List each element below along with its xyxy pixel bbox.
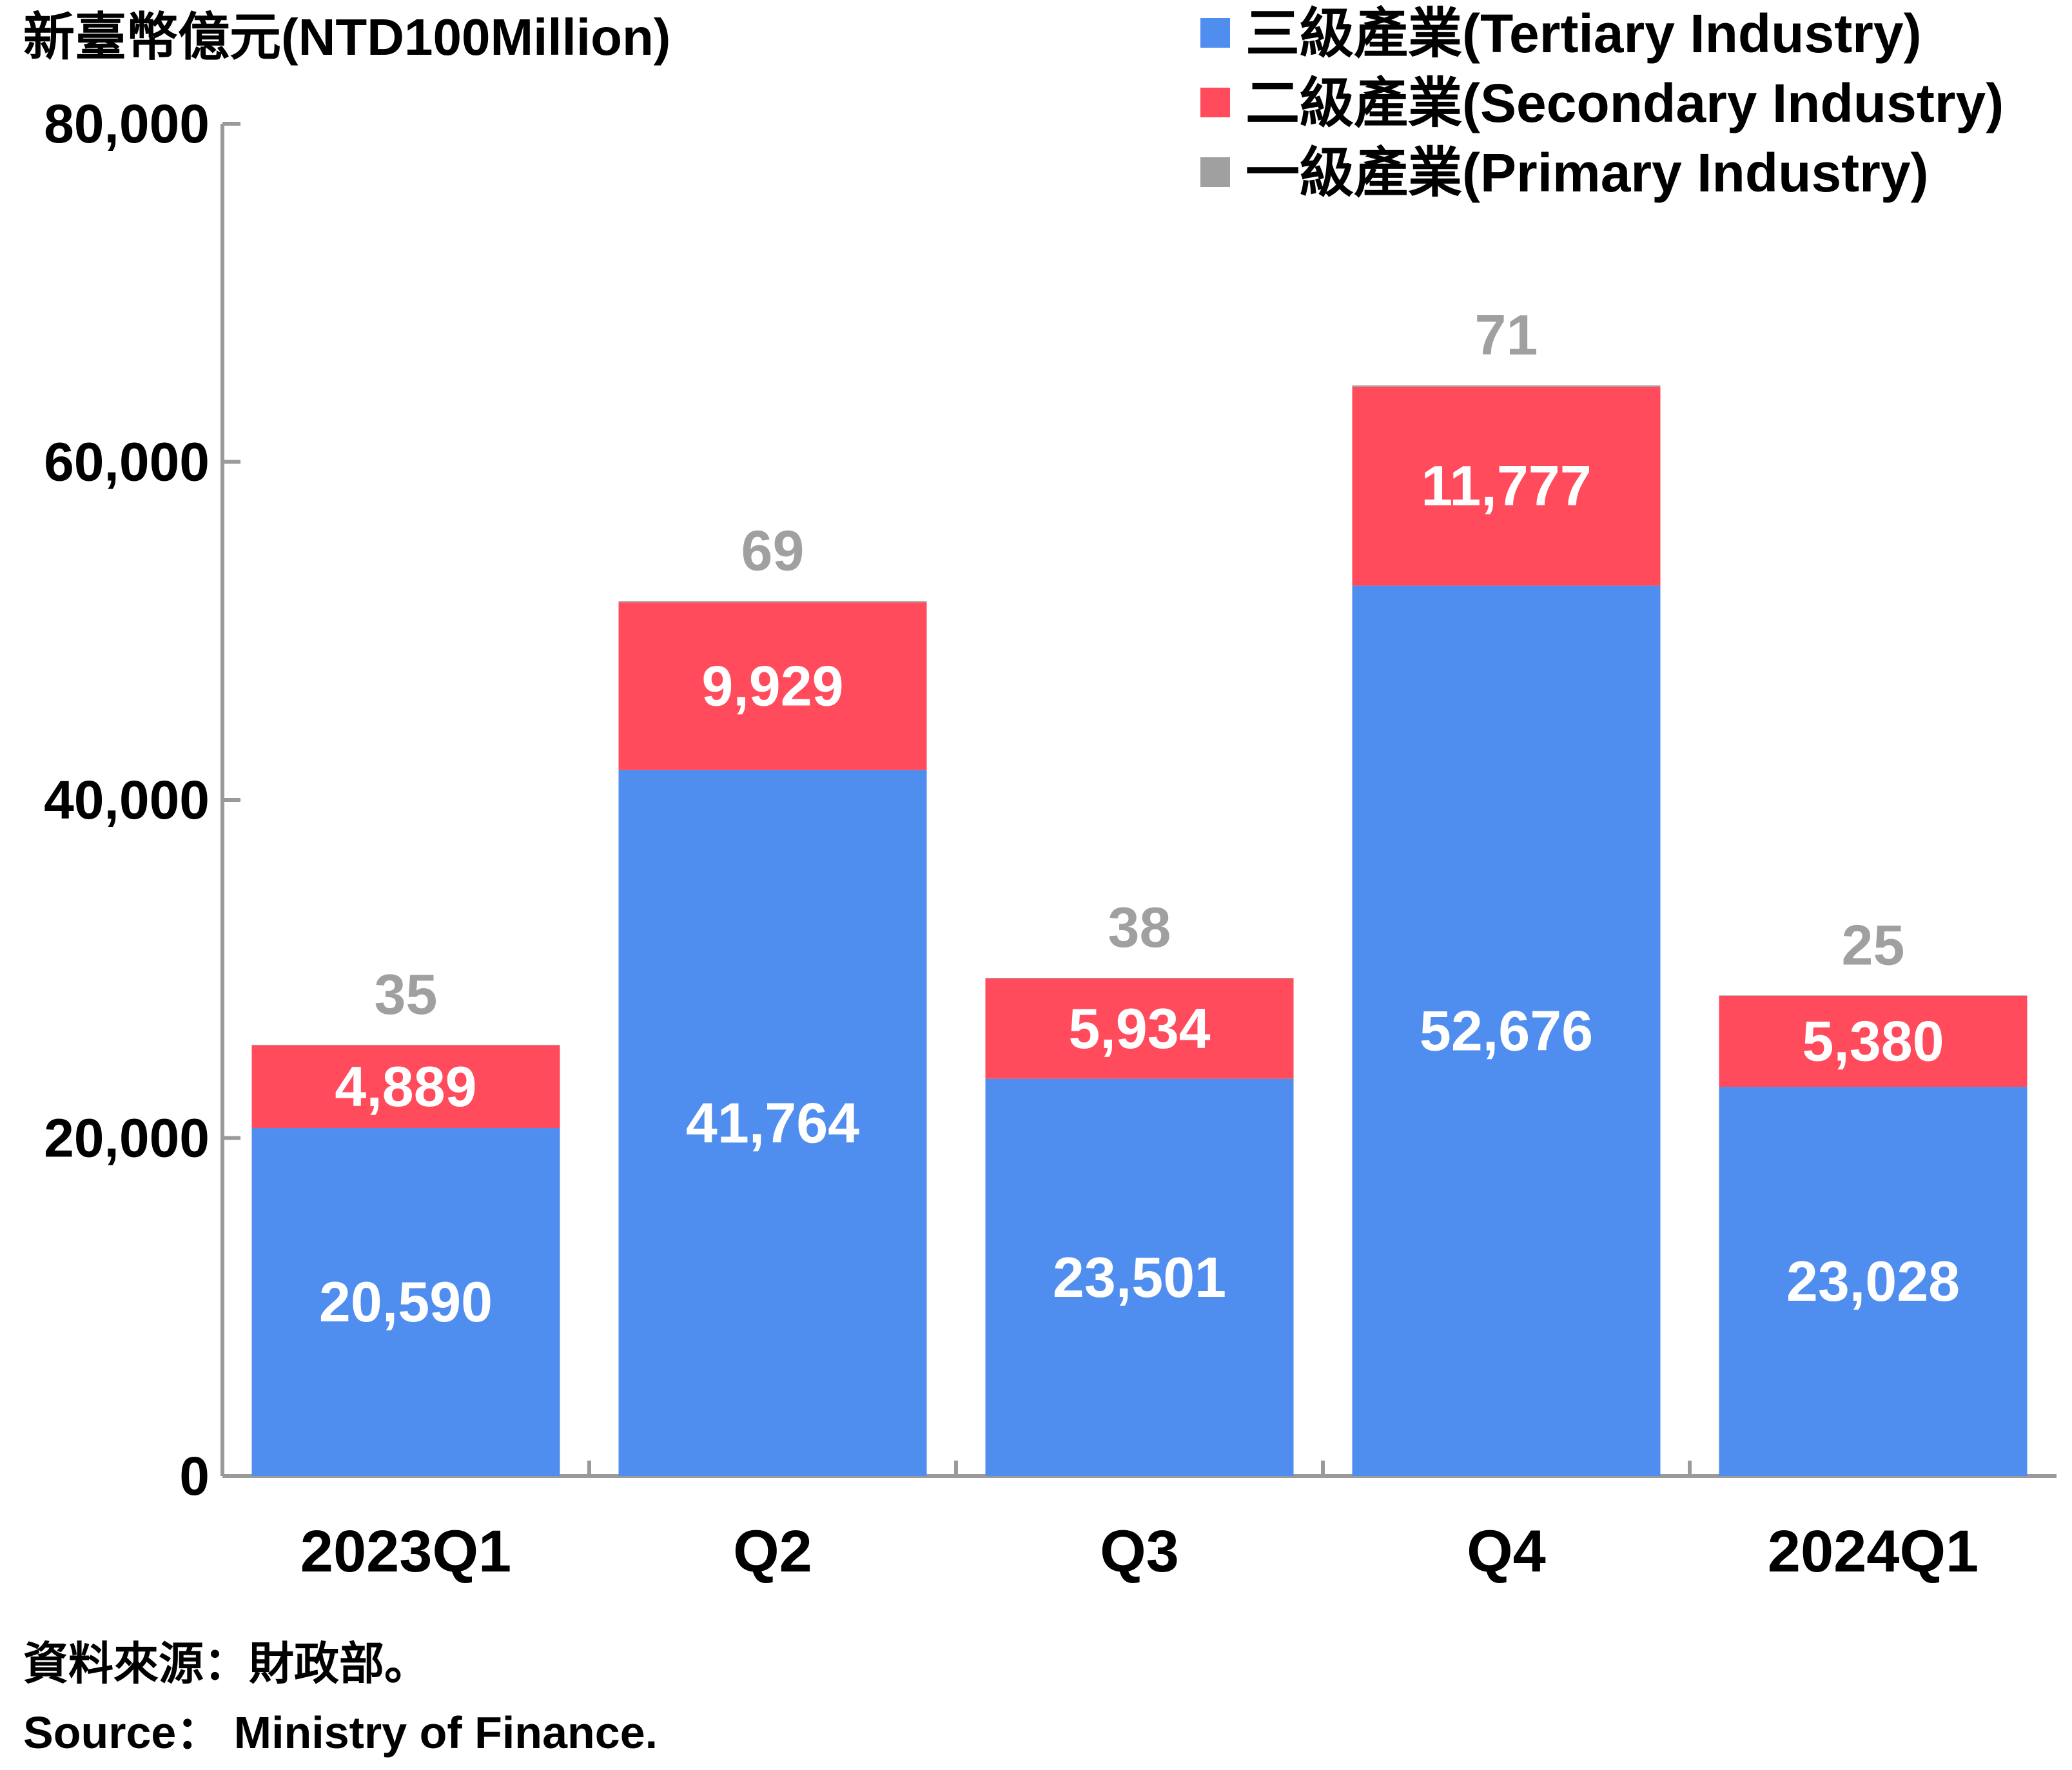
legend-swatch <box>1200 157 1230 187</box>
x-category-label: Q3 <box>1100 1519 1179 1584</box>
y-tick-label: 80,000 <box>44 93 210 154</box>
x-category-label: 2023Q1 <box>300 1519 511 1584</box>
bar-tertiary <box>985 1078 1294 1476</box>
legend-swatch <box>1200 88 1230 117</box>
data-label-primary: 38 <box>1108 895 1171 959</box>
legend-label: 二級產業(Secondary Industry) <box>1246 73 2004 133</box>
data-label-secondary: 4,889 <box>335 1055 476 1118</box>
x-category-label: 2024Q1 <box>1768 1519 1979 1584</box>
y-tick-label: 60,000 <box>44 432 210 492</box>
bar-secondary <box>251 1045 560 1129</box>
data-label-secondary: 5,380 <box>1802 1009 1944 1073</box>
bar-tertiary <box>251 1128 560 1476</box>
y-tick-label: 20,000 <box>44 1108 210 1169</box>
source-zh: 資料來源：財政部。 <box>23 1639 429 1689</box>
data-label-tertiary: 41,764 <box>686 1091 859 1154</box>
data-label-primary: 69 <box>741 519 805 583</box>
bar-primary <box>618 601 927 603</box>
bar-tertiary <box>1352 585 1661 1476</box>
data-label-tertiary: 52,676 <box>1420 998 1593 1062</box>
data-label-primary: 25 <box>1842 913 1905 977</box>
y-tick-label: 0 <box>179 1446 210 1506</box>
data-label-secondary: 9,929 <box>701 654 843 718</box>
data-label-primary: 35 <box>375 962 438 1026</box>
legend: 三級產業(Tertiary Industry) 二級產業(Secondary In… <box>1200 3 2004 203</box>
bar-primary <box>1352 385 1661 387</box>
bars <box>251 385 2028 1476</box>
legend-label: 三級產業(Tertiary Industry) <box>1246 3 1922 64</box>
bar-tertiary <box>1719 1087 2028 1476</box>
source-en: Source： Ministry of Finance. <box>23 1707 658 1758</box>
bar-secondary <box>1352 386 1661 586</box>
legend-swatch <box>1200 18 1230 48</box>
data-label-tertiary: 23,028 <box>1786 1249 1960 1313</box>
bar-secondary <box>985 978 1294 1079</box>
data-label-tertiary: 23,501 <box>1053 1245 1226 1309</box>
bar-tertiary <box>618 770 927 1476</box>
legend-label: 一級產業(Primary Industry) <box>1246 142 1929 203</box>
axes: 0 20,000 40,000 60,000 80,000 <box>44 93 2057 1506</box>
y-tick-label: 40,000 <box>44 770 210 830</box>
data-labels: 20,590 4,889 35 2023Q1 41,764 9,929 69 Q2 23,501… <box>300 303 1979 1584</box>
data-label-secondary: 5,934 <box>1068 997 1210 1060</box>
x-category-label: Q2 <box>733 1519 812 1584</box>
x-category-label: Q4 <box>1467 1519 1546 1584</box>
data-label-secondary: 11,777 <box>1421 454 1591 518</box>
bar-secondary <box>618 602 927 770</box>
bar-secondary <box>1719 996 2028 1087</box>
bar-primary <box>1719 995 2028 997</box>
data-label-tertiary: 20,590 <box>319 1270 493 1334</box>
data-label-primary: 71 <box>1475 303 1538 367</box>
y-axis-title: 新臺幣億元(NTD100Million) <box>23 8 670 66</box>
